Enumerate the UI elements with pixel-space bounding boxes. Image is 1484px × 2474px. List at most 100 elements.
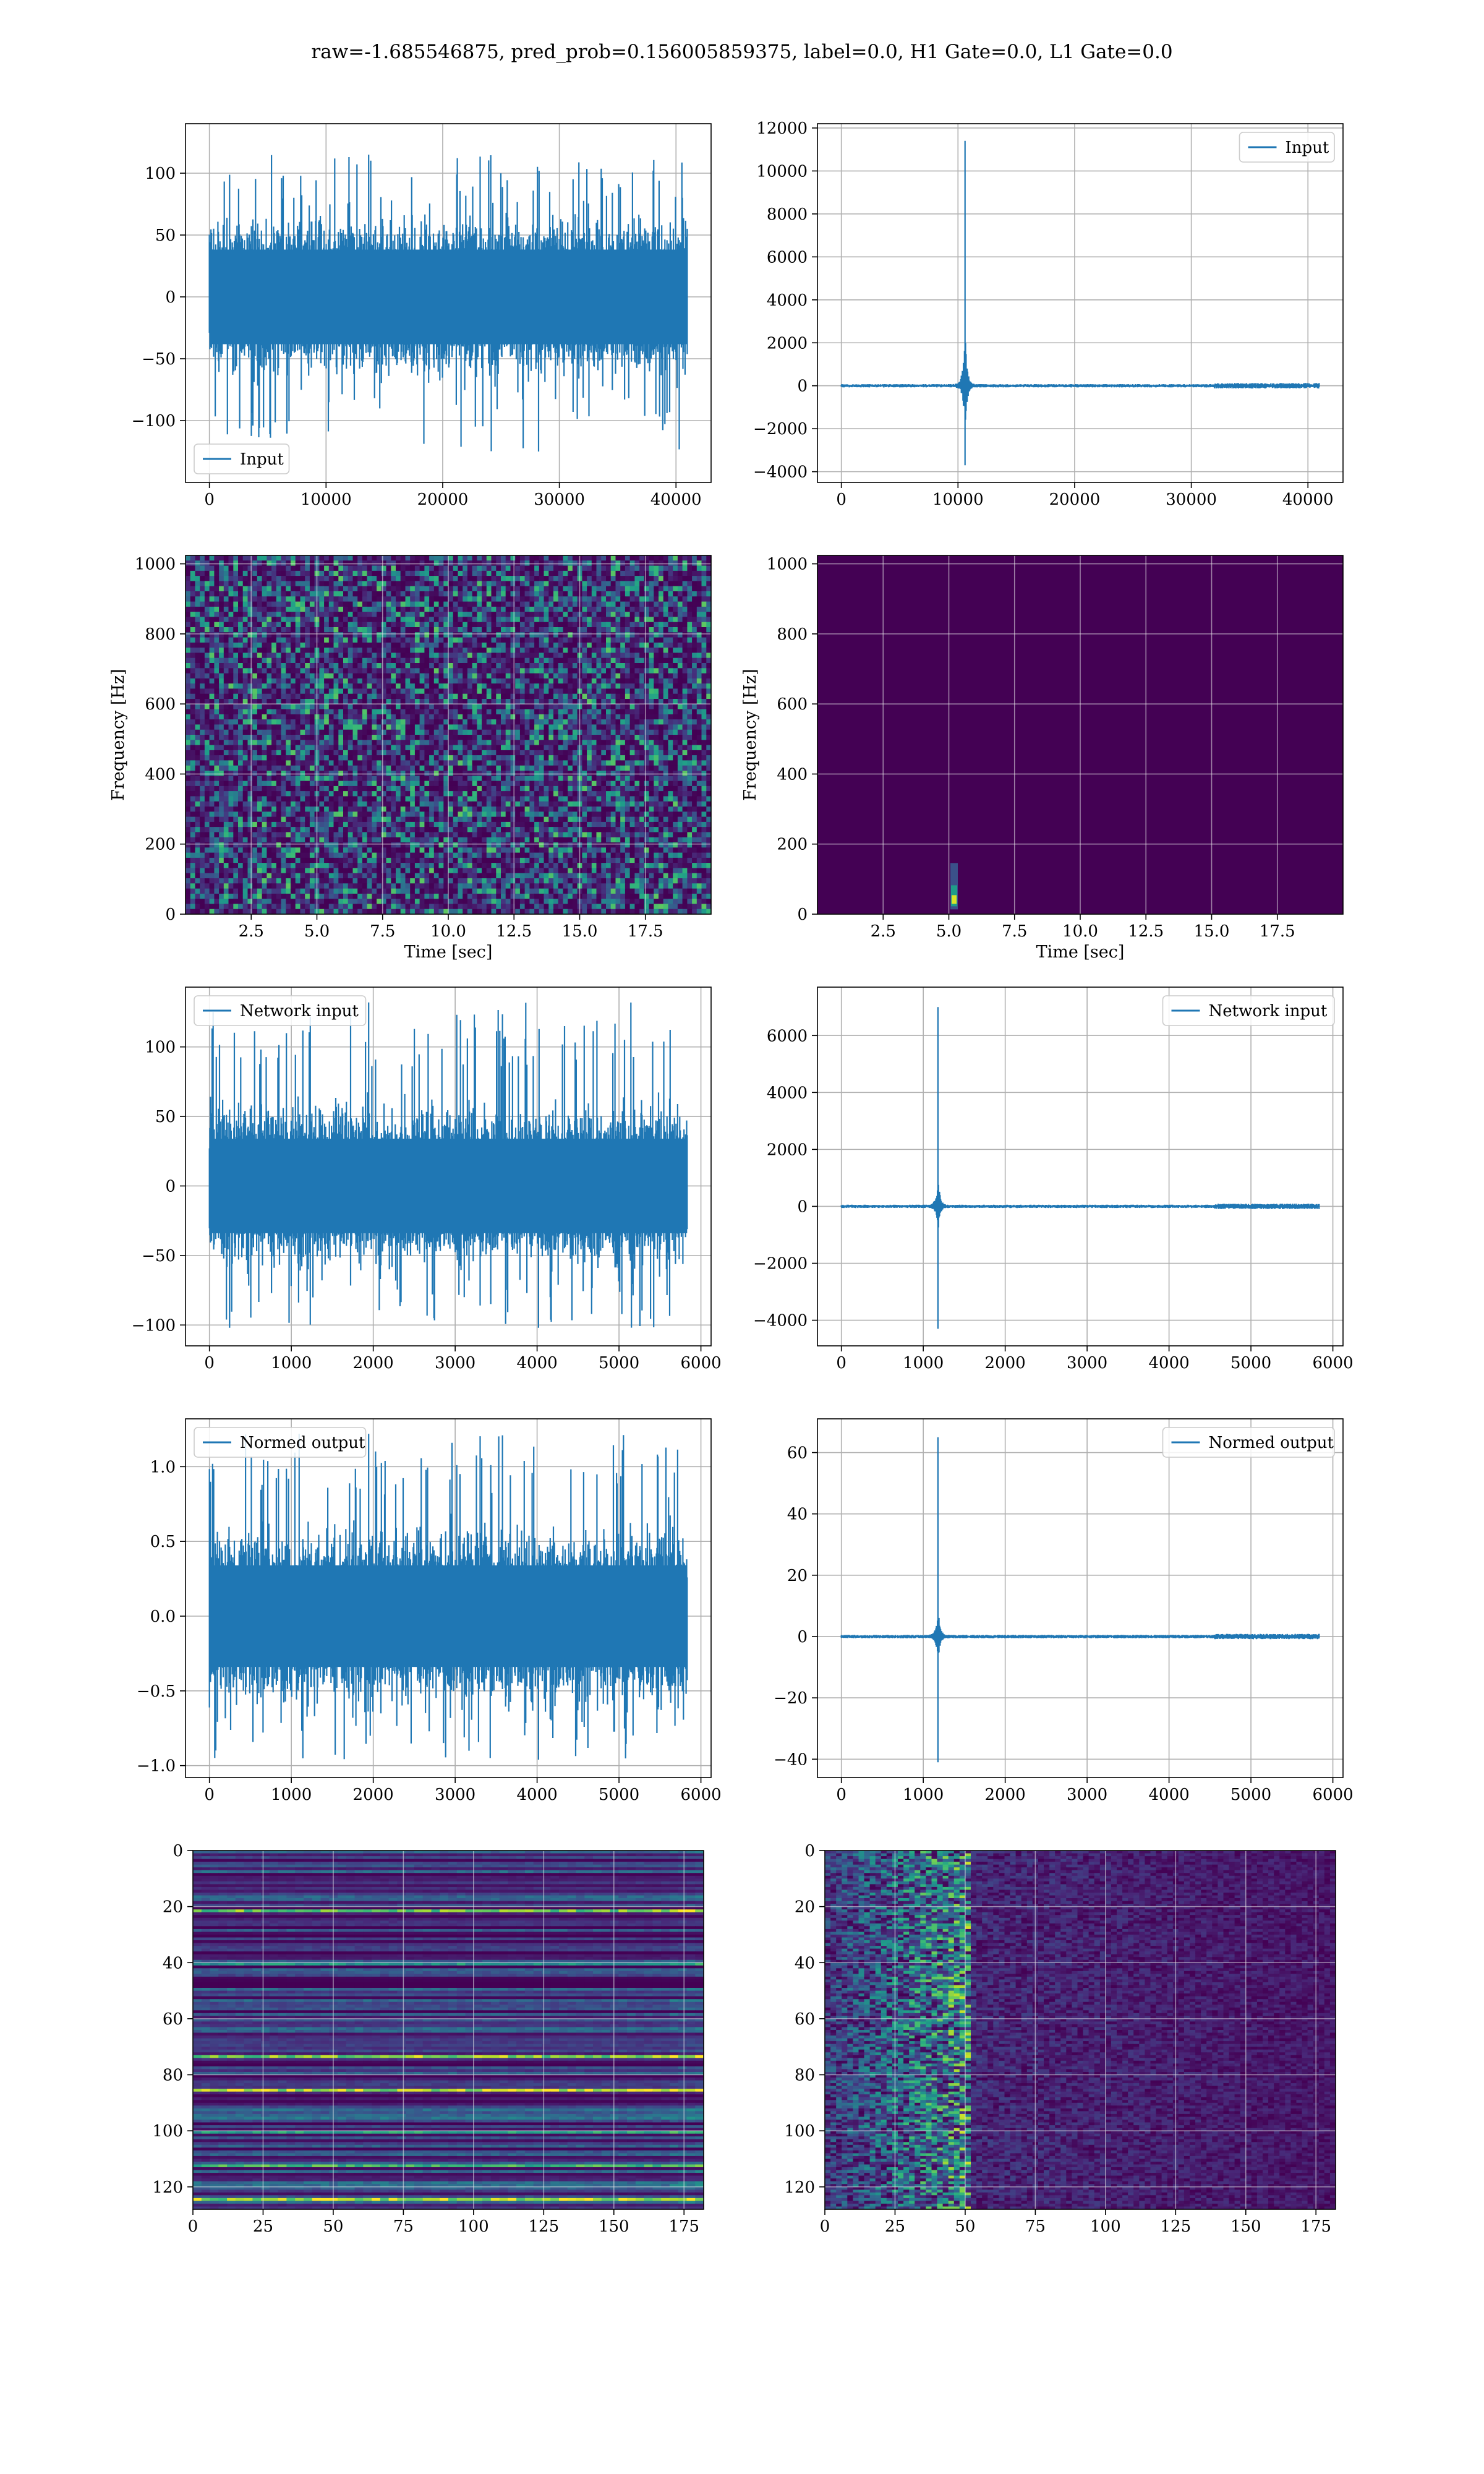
heatmap-cell xyxy=(505,632,511,638)
heatmap-cell xyxy=(467,632,473,638)
heatmap-cell xyxy=(419,596,425,602)
heatmap-cell xyxy=(453,735,458,740)
heatmap-cell xyxy=(386,683,391,689)
heatmap-cell xyxy=(242,714,248,720)
heatmap-cell xyxy=(424,699,430,704)
heatmap-cell xyxy=(453,581,458,587)
heatmap-cell xyxy=(300,735,305,740)
heatmap-cell xyxy=(291,648,296,653)
heatmap-cell xyxy=(692,596,697,602)
heatmap-cell xyxy=(419,683,425,689)
heatmap-cell xyxy=(496,663,501,669)
heatmap-cell xyxy=(701,648,707,653)
heatmap-cell xyxy=(563,637,568,643)
heatmap-cell xyxy=(568,586,573,592)
heatmap-cell xyxy=(348,601,353,607)
heatmap-cell xyxy=(200,709,205,715)
heatmap-cell xyxy=(625,776,631,782)
heatmap-cell xyxy=(596,771,602,776)
heatmap-cell xyxy=(625,729,631,735)
heatmap-cell xyxy=(519,642,526,648)
heatmap-cell xyxy=(601,601,607,607)
heatmap-cell xyxy=(309,565,315,571)
heatmap-cell xyxy=(414,663,420,669)
heatmap-cell xyxy=(300,673,305,679)
heatmap-cell xyxy=(396,586,401,592)
heatmap-cell xyxy=(305,648,310,653)
heatmap-cell xyxy=(238,657,244,664)
heatmap-cell xyxy=(362,642,368,648)
heatmap-cell xyxy=(706,560,711,567)
heatmap-cell xyxy=(486,586,492,592)
heatmap-cell xyxy=(682,632,688,638)
heatmap-cell xyxy=(372,765,377,771)
heatmap-cell xyxy=(591,648,597,653)
heatmap-cell xyxy=(357,693,363,700)
heatmap-cell xyxy=(195,581,200,587)
heatmap-cell xyxy=(372,755,377,761)
heatmap-cell xyxy=(539,632,545,638)
heatmap-cell xyxy=(195,596,200,602)
heatmap-cell xyxy=(534,612,540,617)
heatmap-cell xyxy=(663,560,668,567)
heatmap-cell xyxy=(610,755,616,761)
heatmap-cell xyxy=(539,622,545,628)
heatmap-cell xyxy=(620,565,626,571)
heatmap-cell xyxy=(219,709,224,715)
heatmap-cell xyxy=(429,729,435,735)
heatmap-cell xyxy=(295,648,301,653)
heatmap-cell xyxy=(348,755,353,761)
heatmap-cell xyxy=(625,673,631,679)
heatmap-cell xyxy=(486,709,492,715)
heatmap-cell xyxy=(692,622,697,628)
heatmap-cell xyxy=(438,709,444,715)
heatmap-cell xyxy=(386,765,391,771)
heatmap-cell xyxy=(419,678,425,684)
heatmap-cell xyxy=(305,606,310,612)
heatmap-cell xyxy=(396,678,401,684)
heatmap-cell xyxy=(534,606,540,612)
heatmap-cell xyxy=(262,570,267,576)
heatmap-cell xyxy=(262,601,267,607)
heatmap-cell xyxy=(328,565,335,571)
heatmap-cell xyxy=(629,765,635,771)
heatmap-cell xyxy=(682,724,688,730)
heatmap-cell xyxy=(247,745,253,751)
heatmap-cell xyxy=(501,683,506,689)
heatmap-cell xyxy=(343,648,349,653)
heatmap-cell xyxy=(620,693,626,700)
heatmap-cell xyxy=(343,765,349,771)
heatmap-cell xyxy=(410,627,416,633)
heatmap-cell xyxy=(362,622,368,628)
heatmap-cell xyxy=(534,663,540,669)
heatmap-cell xyxy=(338,565,344,571)
heatmap-cell xyxy=(548,663,554,669)
heatmap-cell xyxy=(204,683,210,689)
heatmap-cell xyxy=(186,740,191,746)
heatmap-cell xyxy=(654,555,659,561)
heatmap-cell xyxy=(448,642,454,648)
heatmap-cell xyxy=(615,601,621,607)
heatmap-cell xyxy=(649,771,654,776)
heatmap-cell xyxy=(596,606,602,612)
heatmap-cell xyxy=(377,781,382,787)
heatmap-cell xyxy=(601,576,607,581)
heatmap-cell xyxy=(486,601,492,607)
heatmap-cell xyxy=(281,570,286,576)
heatmap-cell xyxy=(343,637,349,643)
heatmap-cell xyxy=(568,663,573,669)
heatmap-cell xyxy=(601,771,607,776)
heatmap-cell xyxy=(400,719,406,725)
heatmap-cell xyxy=(204,642,210,648)
heatmap-cell xyxy=(654,740,659,746)
heatmap-cell xyxy=(601,740,607,746)
heatmap-cell xyxy=(448,596,454,602)
heatmap-cell xyxy=(209,622,215,628)
heatmap-cell xyxy=(238,668,244,674)
heatmap-cell xyxy=(209,606,215,612)
heatmap-cell xyxy=(219,714,224,720)
heatmap-cell xyxy=(534,576,540,581)
heatmap-cell xyxy=(519,704,526,710)
heatmap-cell xyxy=(706,576,711,581)
heatmap-cell xyxy=(281,704,286,710)
